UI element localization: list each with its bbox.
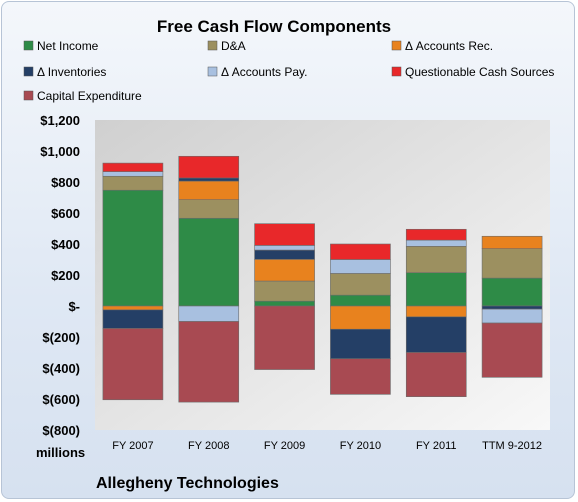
bar-segment	[254, 249, 315, 260]
y-axis: $1,200 $1,000 $800 $600 $400 $200 $- $(200) $(40…	[40, 113, 80, 438]
bar-segment	[178, 180, 240, 200]
bar-segment	[405, 239, 467, 247]
bar-segment	[481, 235, 543, 249]
y-tick-label: $600	[51, 206, 80, 221]
legend-label: Net Income	[37, 39, 99, 53]
bar-segment	[254, 280, 315, 302]
bar-segment	[102, 309, 164, 329]
bar-segment	[405, 316, 467, 353]
bar-segment	[178, 199, 240, 219]
y-tick-label: $1,000	[40, 144, 80, 159]
y-tick-label: $800	[51, 175, 80, 190]
bar-segment	[178, 217, 240, 307]
y-tick-label: $400	[51, 237, 80, 252]
x-tick-label: FY 2008	[188, 440, 229, 452]
legend-label: Capital Expenditure	[37, 89, 142, 103]
bar-segment	[481, 277, 543, 307]
bar-segment	[254, 259, 315, 282]
bar-segment	[102, 171, 164, 177]
bar-segment	[102, 189, 164, 307]
legend-swatch	[23, 66, 34, 77]
bar-segment	[102, 175, 164, 191]
legend-swatch	[207, 66, 218, 77]
legend-swatch	[23, 40, 34, 51]
bar-segment	[102, 162, 164, 172]
chart-title: Free Cash Flow Components	[157, 17, 391, 36]
bar-segment	[178, 155, 240, 179]
bar-segment	[330, 358, 391, 395]
bar-segment	[178, 321, 240, 403]
legend-label: Questionable Cash Sources	[405, 65, 554, 79]
x-tick-label: TTM 9-2012	[482, 440, 542, 452]
bar-segment	[330, 273, 391, 296]
bar-segment	[330, 294, 391, 307]
x-tick-label: FY 2010	[340, 440, 381, 452]
bar-segment	[178, 177, 240, 182]
legend-label: D&A	[221, 39, 246, 53]
bar-segment	[405, 352, 467, 397]
y-tick-label: $(600)	[42, 392, 80, 407]
bar-segment	[254, 300, 315, 307]
plot-area	[95, 120, 550, 430]
bar-segment	[481, 322, 543, 378]
bar-segment	[405, 246, 467, 273]
legend: Net Income D&A Δ Accounts Rec. Δ Inventorie…	[23, 39, 554, 103]
legend-label: Δ Accounts Pay.	[221, 65, 308, 79]
bars	[102, 155, 543, 403]
y-tick-label: $(200)	[42, 330, 80, 345]
bar-segment	[254, 305, 315, 370]
bar-segment	[330, 243, 391, 260]
bar-segment	[330, 305, 391, 330]
bar-segment	[405, 272, 467, 307]
x-tick-label: FY 2009	[264, 440, 305, 452]
legend-swatch	[391, 40, 402, 51]
y-tick-label: $1,200	[40, 113, 80, 128]
units-label: millions	[36, 445, 85, 460]
legend-swatch	[207, 40, 218, 51]
legend-swatch	[391, 66, 402, 77]
x-tick-label: FY 2007	[112, 440, 153, 452]
bar-segment	[178, 305, 240, 322]
bar-segment	[405, 228, 467, 241]
bar-segment	[481, 305, 543, 310]
y-tick-label: $200	[51, 268, 80, 283]
y-tick-label: $-	[68, 299, 80, 314]
legend-swatch	[23, 90, 34, 101]
bar-segment	[481, 308, 543, 324]
legend-label: Δ Accounts Rec.	[405, 39, 493, 53]
bar-segment	[254, 245, 315, 251]
bar-segment	[330, 328, 391, 360]
y-tick-label: $(400)	[42, 361, 80, 376]
bar-segment	[102, 328, 164, 401]
bar-segment	[254, 223, 315, 246]
bar-segment	[102, 305, 164, 311]
y-tick-label: $(800)	[42, 423, 80, 438]
x-tick-label: FY 2011	[416, 440, 457, 452]
bar-segment	[481, 248, 543, 279]
bar-segment	[330, 259, 391, 274]
bar-segment	[405, 305, 467, 318]
legend-label: Δ Inventories	[37, 65, 106, 79]
company-name: Allegheny Technologies	[96, 475, 279, 492]
x-axis: FY 2007 FY 2008 FY 2009 FY 2010 FY 2011 TTM 9…	[112, 440, 542, 452]
